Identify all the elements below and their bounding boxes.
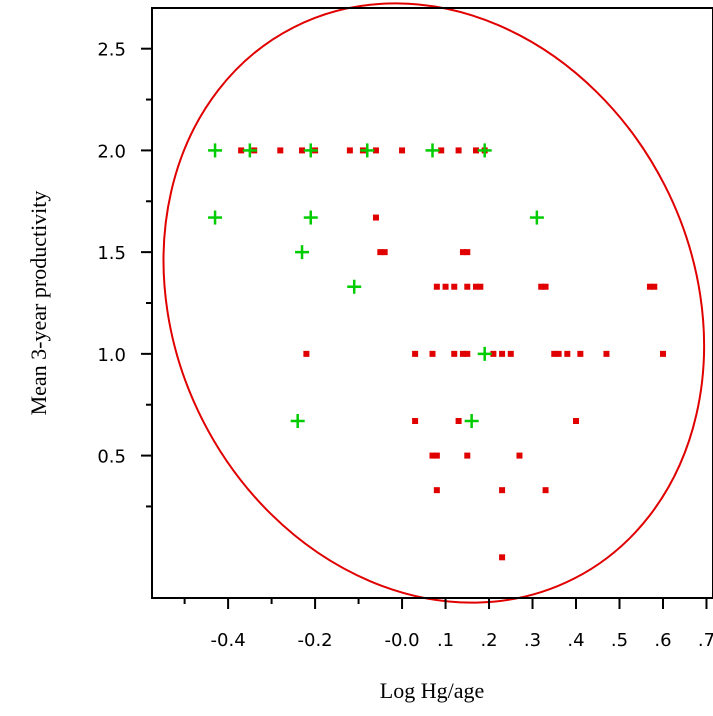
red-square-point — [542, 283, 549, 290]
green-plus-point — [360, 143, 375, 158]
red-square-point — [346, 147, 353, 154]
red-square-point — [499, 350, 506, 357]
y-tick-label: 2.0 — [97, 141, 126, 162]
red-square-point — [651, 283, 658, 290]
red-square-point — [464, 249, 471, 256]
x-tick-label: .4 — [567, 630, 584, 651]
x-tick-label: .3 — [524, 630, 541, 651]
red-square-point — [516, 452, 523, 459]
red-square-point — [499, 554, 506, 561]
x-tick-label: .5 — [611, 630, 628, 651]
red-square-point — [459, 249, 466, 256]
red-square-point — [299, 147, 306, 154]
red-square-point — [464, 283, 471, 290]
green-plus-point — [208, 143, 223, 158]
y-tick-label: 0.5 — [97, 447, 126, 468]
green-plus-point — [477, 143, 492, 158]
red-square-point — [472, 147, 479, 154]
x-tick-label: -0.4 — [211, 630, 246, 651]
y-tick-label: 2.5 — [97, 40, 126, 61]
x-tick-label: .1 — [437, 630, 454, 651]
red-square-point — [412, 350, 419, 357]
red-square-point — [433, 283, 440, 290]
green-plus-point — [242, 143, 257, 158]
red-square-point — [238, 147, 245, 154]
red-square-point — [433, 487, 440, 494]
green-plus-point — [477, 346, 492, 361]
red-square-point — [464, 350, 471, 357]
x-axis-title: Log Hg/age — [380, 678, 484, 703]
red-square-point — [372, 214, 379, 221]
red-square-point — [429, 452, 436, 459]
red-square-point — [477, 283, 484, 290]
red-square-point — [472, 283, 479, 290]
red-square-point — [372, 147, 379, 154]
red-square-point — [659, 350, 666, 357]
red-square-point — [542, 487, 549, 494]
red-square-point — [507, 350, 514, 357]
red-square-point — [490, 350, 497, 357]
red-square-point — [412, 418, 419, 424]
red-square-point — [381, 249, 388, 256]
red-square-point — [377, 249, 384, 256]
green-plus-point — [290, 414, 305, 428]
green-plus-point — [464, 414, 479, 428]
green-plus-point — [295, 245, 310, 260]
red-square-point — [603, 350, 610, 357]
red-square-point — [577, 350, 584, 357]
red-square-point — [303, 350, 310, 357]
plot-frame — [151, 7, 713, 599]
red-square-point — [573, 418, 580, 424]
points-layer — [208, 143, 666, 561]
red-square-point — [455, 147, 462, 154]
red-square-point — [451, 283, 458, 290]
red-square-point — [555, 350, 562, 357]
red-square-point — [277, 147, 284, 154]
red-square-point — [438, 147, 445, 154]
green-plus-point — [303, 143, 318, 158]
x-tick-label: -0.2 — [298, 630, 333, 651]
red-square-point — [433, 452, 440, 459]
confidence-ellipse — [162, 2, 706, 604]
red-square-point — [399, 147, 406, 154]
y-axis-title: Mean 3-year productivity — [26, 191, 51, 416]
x-tick-label: .7 — [698, 630, 713, 651]
green-plus-point — [347, 279, 362, 294]
confidence-ellipse-layer — [162, 2, 706, 604]
red-square-point — [455, 418, 462, 424]
red-square-point — [442, 283, 449, 290]
red-square-point — [551, 350, 558, 357]
y-tick-label: 1.5 — [97, 243, 126, 264]
x-tick-label: .2 — [480, 630, 497, 651]
red-square-point — [429, 350, 436, 357]
red-square-point — [499, 487, 506, 494]
x-tick-label: -0.0 — [384, 630, 419, 651]
red-square-point — [459, 350, 466, 357]
red-square-point — [451, 350, 458, 357]
y-tick-label: 1.0 — [97, 345, 126, 366]
green-plus-point — [529, 210, 544, 225]
ticks-layer: -0.4 -0.2 -0.0 .1 .2 .3 .4 .5 .6 .7 0.5 1.0 1.5 2.0 2.… — [97, 40, 713, 651]
red-square-point — [538, 283, 545, 290]
green-plus-point — [303, 210, 318, 225]
red-square-point — [464, 452, 471, 459]
red-square-point — [646, 283, 653, 290]
x-tick-label: .6 — [654, 630, 671, 651]
green-plus-point — [208, 210, 223, 225]
red-square-point — [564, 350, 571, 357]
green-plus-point — [425, 143, 440, 158]
